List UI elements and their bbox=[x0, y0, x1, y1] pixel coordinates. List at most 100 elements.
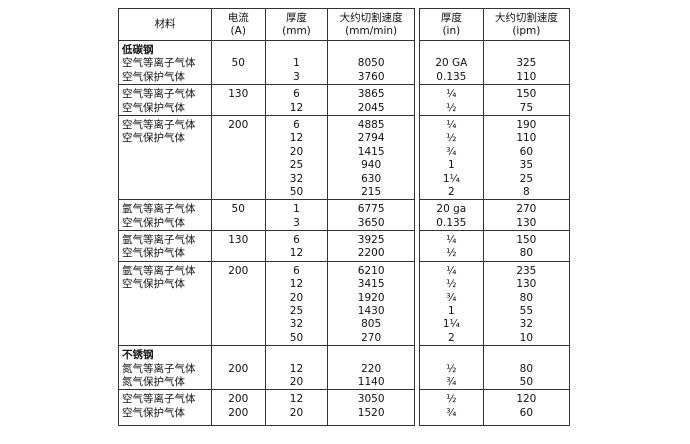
blank-line bbox=[330, 44, 412, 57]
cell-value: 6210 bbox=[357, 264, 385, 277]
cell-value: 75 bbox=[519, 101, 534, 114]
table-cell-mm: 6 12 20 25 32 50 bbox=[264, 114, 329, 201]
table-cell-mm: 6 12 bbox=[264, 84, 329, 116]
cell-value: ¼ bbox=[446, 264, 457, 277]
material-line: 氩气等离子气体 bbox=[122, 234, 196, 247]
cell-value: 110 bbox=[516, 132, 537, 145]
cell-value: 200 bbox=[228, 362, 249, 375]
cell-value: 325 bbox=[516, 57, 537, 70]
cell-value: 60 bbox=[519, 145, 534, 158]
table-cell-mmmin: 220 1140 bbox=[327, 345, 415, 391]
cell-value: 270 bbox=[516, 203, 537, 216]
cell-value: 940 bbox=[361, 159, 382, 172]
header-line-1: 厚度 bbox=[285, 11, 307, 24]
cell-value: 4885 bbox=[357, 118, 385, 131]
header-line-1: 厚度 bbox=[440, 11, 462, 24]
cell-value: 190 bbox=[516, 118, 537, 131]
cell-value: 25 bbox=[289, 305, 304, 318]
cell-value: 215 bbox=[361, 185, 382, 198]
table-cell-ipm: 150 75 bbox=[482, 84, 571, 116]
table-row: ½ ¾ 80 50 bbox=[419, 345, 571, 391]
cell-value: 3865 bbox=[357, 88, 385, 101]
cell-value: ¾ bbox=[446, 406, 457, 419]
blank-line bbox=[268, 44, 326, 57]
cell-value: 12 bbox=[289, 132, 304, 145]
material-heading: 低碳钢 bbox=[122, 44, 154, 56]
table-cell-current: 50 bbox=[210, 39, 266, 86]
cell-value: 2794 bbox=[357, 132, 385, 145]
material-line: 氩气等离子气体 bbox=[122, 203, 196, 216]
table-cell-mm: 6 12 20 25 32 50 bbox=[264, 260, 329, 347]
cell-value: ½ bbox=[446, 278, 457, 291]
table-cell-ipm: 80 50 bbox=[482, 345, 571, 391]
table-cell-in: 20 GA 0.135 bbox=[419, 39, 484, 86]
table-cell-current: 50 bbox=[210, 199, 266, 232]
blank-line bbox=[422, 349, 481, 362]
table-cell-mmmin: 4885 2794 1415 940 630 215 bbox=[327, 114, 415, 201]
table-cell-current: 200 200 bbox=[210, 389, 266, 427]
column-header: 厚度 (mm) bbox=[264, 8, 329, 41]
material-line: 空气保护气体 bbox=[122, 132, 185, 145]
header-line-2: (ipm) bbox=[512, 24, 541, 37]
cell-value: 120 bbox=[516, 393, 537, 406]
material-line: 空气保护气体 bbox=[122, 406, 185, 419]
cell-value: 25 bbox=[519, 172, 534, 185]
cell-value: 1 bbox=[293, 203, 300, 216]
table-cell-ipm: 150 80 bbox=[482, 230, 571, 262]
cell-value: 12 bbox=[289, 247, 304, 260]
material-line: 空气等离子气体 bbox=[122, 118, 196, 131]
cell-value: 3650 bbox=[357, 216, 385, 229]
table-row: 20 ga 0.135 270 130 bbox=[419, 199, 571, 232]
cell-value: 50 bbox=[231, 57, 245, 70]
material-line: 空气保护气体 bbox=[122, 101, 185, 114]
cell-value: ¼ bbox=[446, 234, 457, 247]
cell-value: 8050 bbox=[357, 57, 385, 70]
header-line-1: 大约切割速度 bbox=[339, 11, 403, 24]
cell-value: 32 bbox=[289, 172, 304, 185]
cell-value: 20 bbox=[289, 145, 304, 158]
cell-value: 80 bbox=[519, 362, 534, 375]
cell-value: 6 bbox=[293, 234, 300, 247]
cell-value: 20 bbox=[289, 406, 304, 419]
cell-value: 3925 bbox=[357, 234, 385, 247]
cell-value: 2045 bbox=[357, 101, 385, 114]
cell-value: 200 bbox=[228, 264, 249, 277]
cell-value: 3 bbox=[293, 70, 300, 83]
table-cell-ipm: 235 130 80 55 32 10 bbox=[482, 260, 571, 347]
cell-value: 3415 bbox=[357, 278, 385, 291]
cell-value: 0.135 bbox=[436, 70, 467, 83]
cell-value: 130 bbox=[228, 234, 249, 247]
table-cell-ipm: 120 60 bbox=[482, 389, 571, 427]
material-line: 空气等离子气体 bbox=[122, 57, 196, 70]
material-cell: 空气等离子气体 空气保护气体 bbox=[118, 84, 212, 116]
cell-value: 50 bbox=[231, 203, 245, 216]
cell-value: ½ bbox=[446, 362, 457, 375]
table-row: ¼ ½ 150 80 bbox=[419, 230, 571, 262]
cell-value: 1520 bbox=[357, 406, 385, 419]
table-row: 20 GA 0.135 325 110 bbox=[419, 39, 571, 86]
blank-line bbox=[268, 349, 326, 362]
blank-line bbox=[214, 44, 263, 57]
table-row: 空气等离子气体 空气保护气体 200 200 12 20 3050 1520 bbox=[118, 389, 415, 427]
header-line-1: 电流 bbox=[227, 11, 249, 24]
blank-line bbox=[214, 349, 263, 362]
cell-value: ½ bbox=[446, 247, 457, 260]
cell-value: 200 bbox=[228, 118, 249, 131]
cell-value: 1 bbox=[447, 159, 455, 172]
cell-value: 60 bbox=[519, 406, 534, 419]
material-cell: 低碳钢 空气等离子气体 空气保护气体 bbox=[118, 39, 212, 86]
cell-value: 20 bbox=[289, 375, 304, 388]
blank-line bbox=[486, 349, 567, 362]
cell-value: 130 bbox=[228, 88, 249, 101]
cell-value: 20 ga bbox=[436, 203, 467, 216]
table-row: ¼ ½ ¾ 1 1¼ 2 235 130 80 55 32 10 bbox=[419, 260, 571, 347]
cell-value: 32 bbox=[289, 318, 304, 331]
material-line: 空气保护气体 bbox=[122, 70, 185, 83]
material-heading: 不锈钢 bbox=[122, 349, 154, 362]
header-line-1: 材料 bbox=[154, 18, 176, 30]
cell-value: 35 bbox=[519, 159, 534, 172]
material-cell: 氩气等离子气体 空气保护气体 bbox=[118, 260, 212, 347]
table-cell-current: 200 bbox=[210, 260, 266, 347]
